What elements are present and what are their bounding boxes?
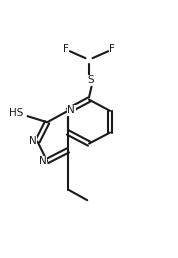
Text: HS: HS — [9, 108, 23, 118]
Text: F: F — [63, 44, 69, 54]
Text: F: F — [109, 44, 115, 54]
Text: N: N — [67, 105, 75, 115]
Text: S: S — [88, 75, 95, 85]
Text: N: N — [39, 156, 47, 166]
Text: N: N — [29, 136, 37, 147]
